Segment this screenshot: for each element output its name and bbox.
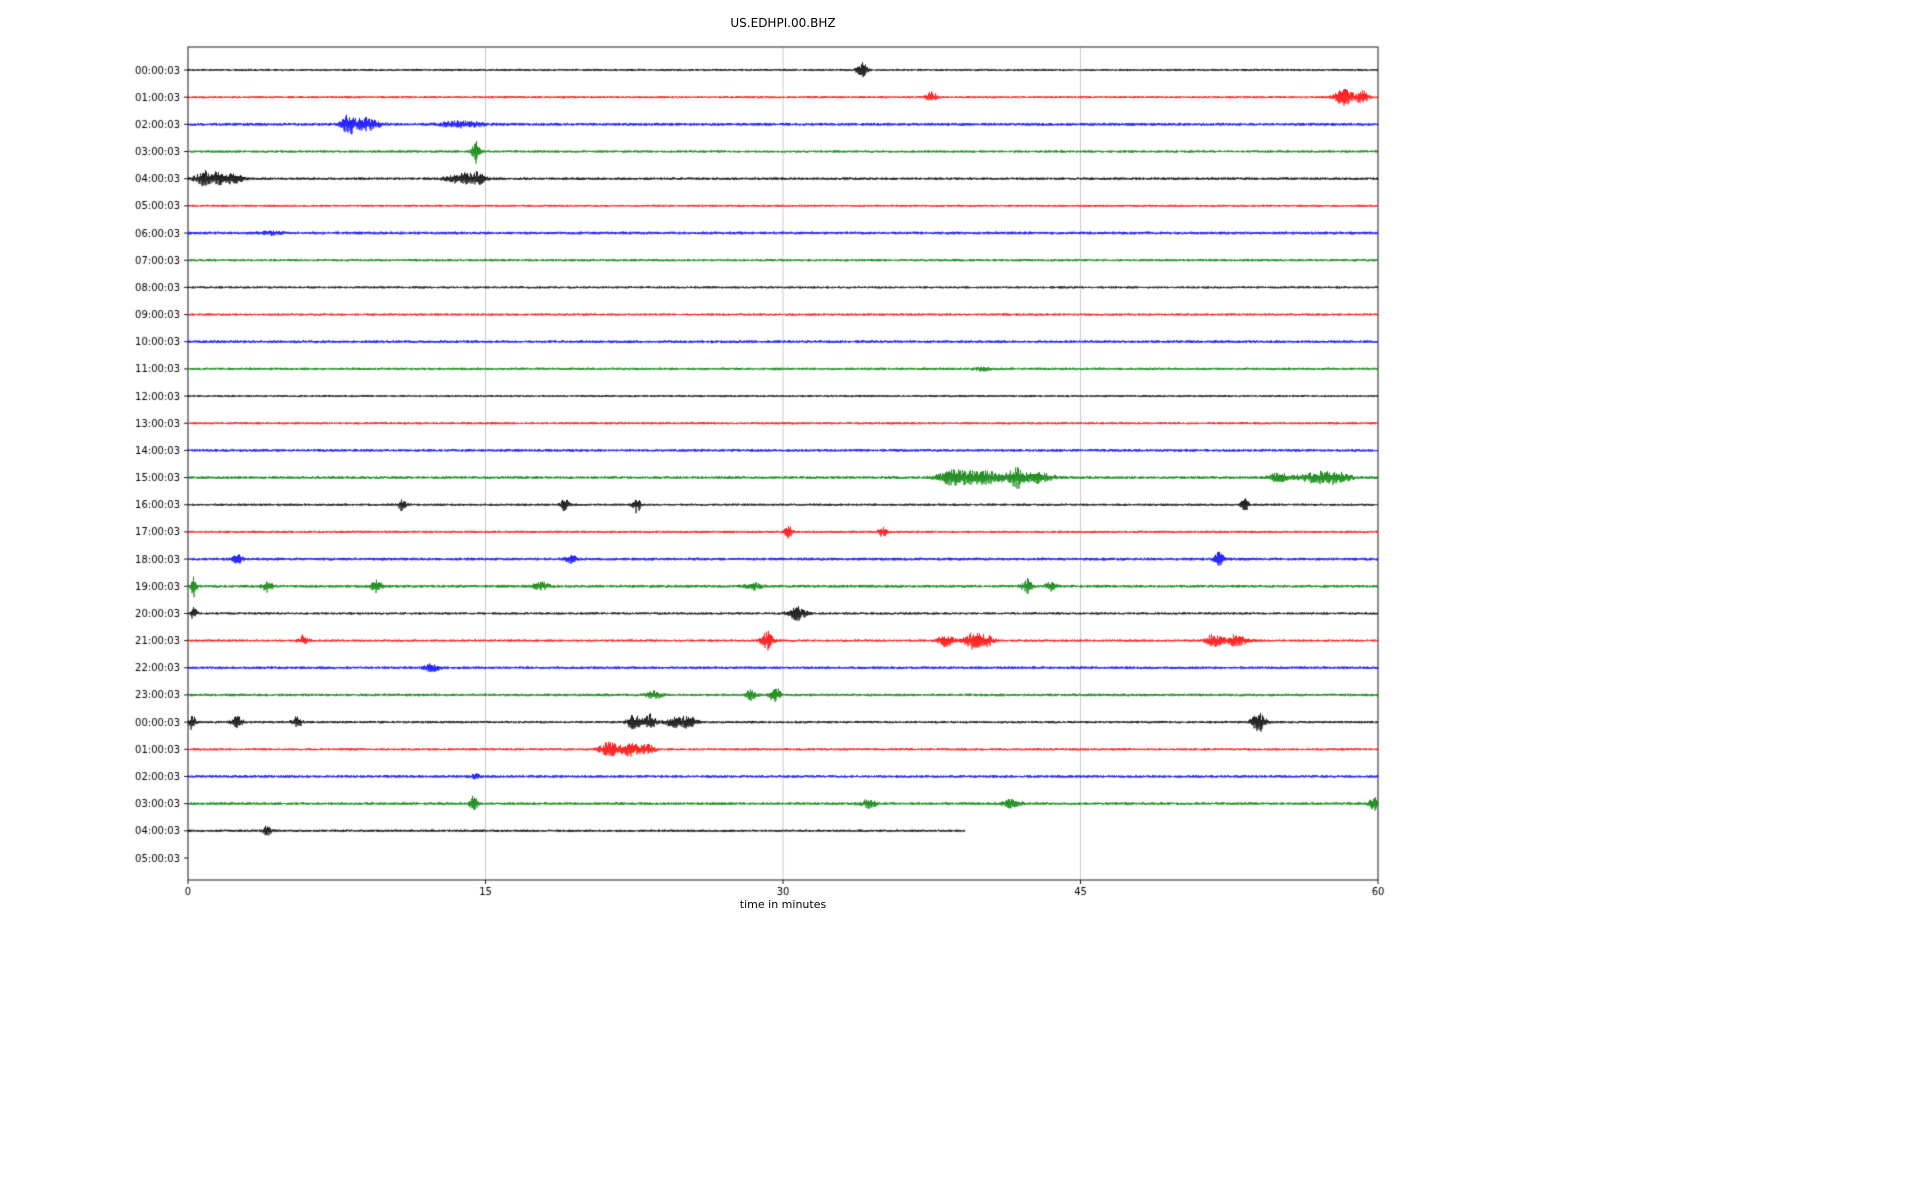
x-axis-label: time in minutes [739,898,827,911]
